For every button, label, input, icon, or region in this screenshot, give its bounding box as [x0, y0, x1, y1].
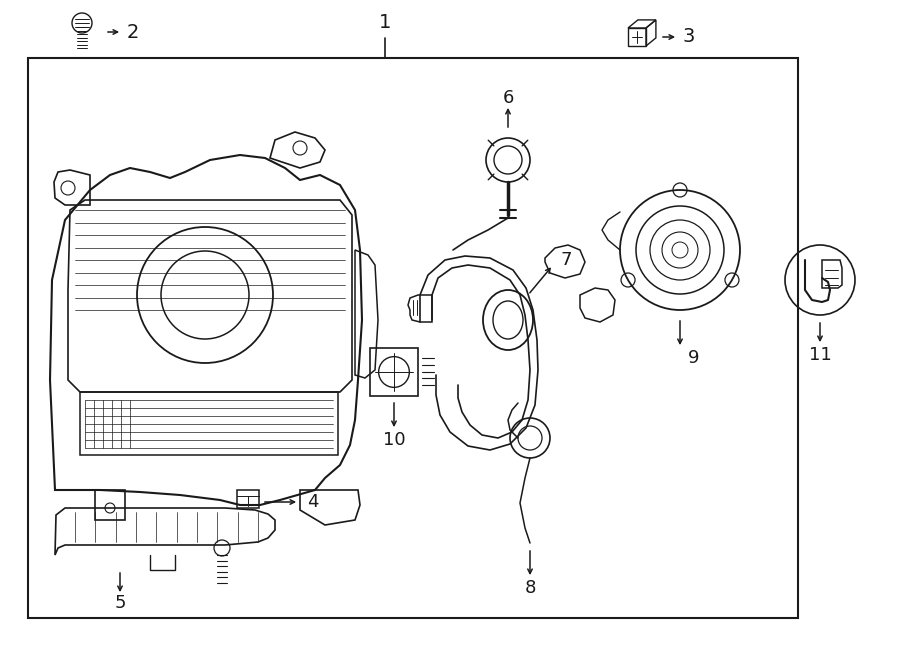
Text: 2: 2 — [127, 22, 140, 42]
Bar — [28, 58, 798, 618]
Text: 9: 9 — [688, 349, 699, 367]
Text: 7: 7 — [560, 251, 572, 269]
Text: 8: 8 — [525, 579, 535, 597]
Text: 4: 4 — [307, 493, 319, 511]
Text: 6: 6 — [502, 89, 514, 107]
Text: 10: 10 — [382, 431, 405, 449]
Text: 5: 5 — [114, 594, 126, 612]
Bar — [628, 28, 646, 46]
Text: 11: 11 — [808, 346, 832, 364]
Bar — [237, 490, 259, 508]
Text: 3: 3 — [683, 28, 696, 46]
Bar — [370, 348, 418, 396]
Text: 1: 1 — [379, 13, 392, 32]
